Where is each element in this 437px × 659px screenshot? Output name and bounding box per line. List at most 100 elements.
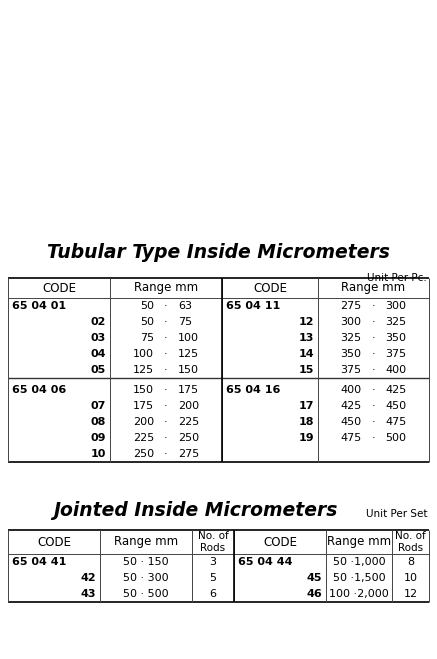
Text: 10: 10 <box>90 449 106 459</box>
Text: 450: 450 <box>385 401 406 411</box>
Text: CODE: CODE <box>263 536 297 548</box>
Text: 100: 100 <box>178 333 199 343</box>
Text: 12: 12 <box>403 589 418 599</box>
Text: 65 04 06: 65 04 06 <box>12 385 66 395</box>
Text: 10: 10 <box>403 573 417 583</box>
Text: 425: 425 <box>385 385 407 395</box>
Text: 200: 200 <box>133 417 154 427</box>
Text: No. of
Rods: No. of Rods <box>198 530 229 553</box>
Text: 65 04 16: 65 04 16 <box>226 385 281 395</box>
Text: 350: 350 <box>340 349 361 359</box>
Text: 200: 200 <box>178 401 199 411</box>
Text: ·: · <box>372 433 375 443</box>
Text: 05: 05 <box>91 365 106 375</box>
Text: Tubular Type Inside Micrometers: Tubular Type Inside Micrometers <box>47 243 390 262</box>
Text: 500: 500 <box>385 433 406 443</box>
Text: Unit Per Pc.: Unit Per Pc. <box>367 273 427 283</box>
Text: 450: 450 <box>340 417 361 427</box>
Text: 15: 15 <box>298 365 314 375</box>
Text: 475: 475 <box>340 433 361 443</box>
Text: ·: · <box>372 317 375 327</box>
Text: 50 · 150: 50 · 150 <box>123 557 169 567</box>
Text: 46: 46 <box>306 589 322 599</box>
Text: 350: 350 <box>385 333 406 343</box>
Text: 50 ·1,500: 50 ·1,500 <box>333 573 385 583</box>
Text: 375: 375 <box>340 365 361 375</box>
Text: 45: 45 <box>306 573 322 583</box>
Text: ·: · <box>164 365 168 375</box>
Text: 250: 250 <box>133 449 154 459</box>
Text: ·: · <box>164 449 168 459</box>
Text: 50 · 500: 50 · 500 <box>123 589 169 599</box>
Text: 07: 07 <box>90 401 106 411</box>
Text: 17: 17 <box>298 401 314 411</box>
Text: Range mm: Range mm <box>327 536 391 548</box>
Text: 150: 150 <box>133 385 154 395</box>
Text: 300: 300 <box>340 317 361 327</box>
Text: CODE: CODE <box>253 281 287 295</box>
Text: CODE: CODE <box>37 536 71 548</box>
Text: 65 04 01: 65 04 01 <box>12 301 66 311</box>
Text: 75: 75 <box>178 317 192 327</box>
Text: Range mm: Range mm <box>341 281 406 295</box>
Text: 75: 75 <box>140 333 154 343</box>
Text: 8: 8 <box>407 557 414 567</box>
Text: 125: 125 <box>133 365 154 375</box>
Text: 325: 325 <box>340 333 361 343</box>
Text: 325: 325 <box>385 317 406 327</box>
Text: 02: 02 <box>90 317 106 327</box>
Text: 175: 175 <box>178 385 199 395</box>
Text: CODE: CODE <box>42 281 76 295</box>
Text: 43: 43 <box>80 589 96 599</box>
Text: 42: 42 <box>80 573 96 583</box>
Text: 03: 03 <box>91 333 106 343</box>
Text: Range mm: Range mm <box>134 281 198 295</box>
Text: 6: 6 <box>209 589 216 599</box>
Text: 09: 09 <box>90 433 106 443</box>
Text: Jointed Inside Micrometers: Jointed Inside Micrometers <box>53 500 337 519</box>
Text: Range mm: Range mm <box>114 536 178 548</box>
Text: 100: 100 <box>133 349 154 359</box>
Text: 250: 250 <box>178 433 199 443</box>
Text: 225: 225 <box>133 433 154 443</box>
Text: 400: 400 <box>340 385 361 395</box>
Text: ·: · <box>372 401 375 411</box>
Text: ·: · <box>164 401 168 411</box>
Text: Unit Per Set: Unit Per Set <box>365 509 427 519</box>
Text: No. of
Rods: No. of Rods <box>395 530 426 553</box>
Text: ·: · <box>372 417 375 427</box>
Text: ·: · <box>164 333 168 343</box>
Text: 08: 08 <box>90 417 106 427</box>
Text: 50: 50 <box>140 301 154 311</box>
Text: 13: 13 <box>298 333 314 343</box>
Text: 150: 150 <box>178 365 199 375</box>
Text: 65 04 41: 65 04 41 <box>12 557 66 567</box>
Text: 475: 475 <box>385 417 407 427</box>
Text: 65 04 11: 65 04 11 <box>226 301 280 311</box>
Text: 5: 5 <box>209 573 216 583</box>
Text: ·: · <box>372 385 375 395</box>
Text: 275: 275 <box>340 301 361 311</box>
Text: ·: · <box>372 301 375 311</box>
Text: ·: · <box>164 417 168 427</box>
Text: ·: · <box>164 349 168 359</box>
Text: 65 04 44: 65 04 44 <box>238 557 292 567</box>
Text: ·: · <box>164 317 168 327</box>
Text: 225: 225 <box>178 417 199 427</box>
Text: 400: 400 <box>385 365 406 375</box>
Text: ·: · <box>164 301 168 311</box>
Text: 125: 125 <box>178 349 199 359</box>
Text: 100 ·2,000: 100 ·2,000 <box>329 589 389 599</box>
Text: ·: · <box>372 365 375 375</box>
Text: 300: 300 <box>385 301 406 311</box>
Text: 04: 04 <box>90 349 106 359</box>
Text: ·: · <box>164 433 168 443</box>
Text: ·: · <box>372 333 375 343</box>
Text: 12: 12 <box>298 317 314 327</box>
Text: 175: 175 <box>133 401 154 411</box>
Text: 50: 50 <box>140 317 154 327</box>
Text: 275: 275 <box>178 449 199 459</box>
Text: 50 · 300: 50 · 300 <box>123 573 169 583</box>
Text: 50 ·1,000: 50 ·1,000 <box>333 557 385 567</box>
Text: 19: 19 <box>298 433 314 443</box>
